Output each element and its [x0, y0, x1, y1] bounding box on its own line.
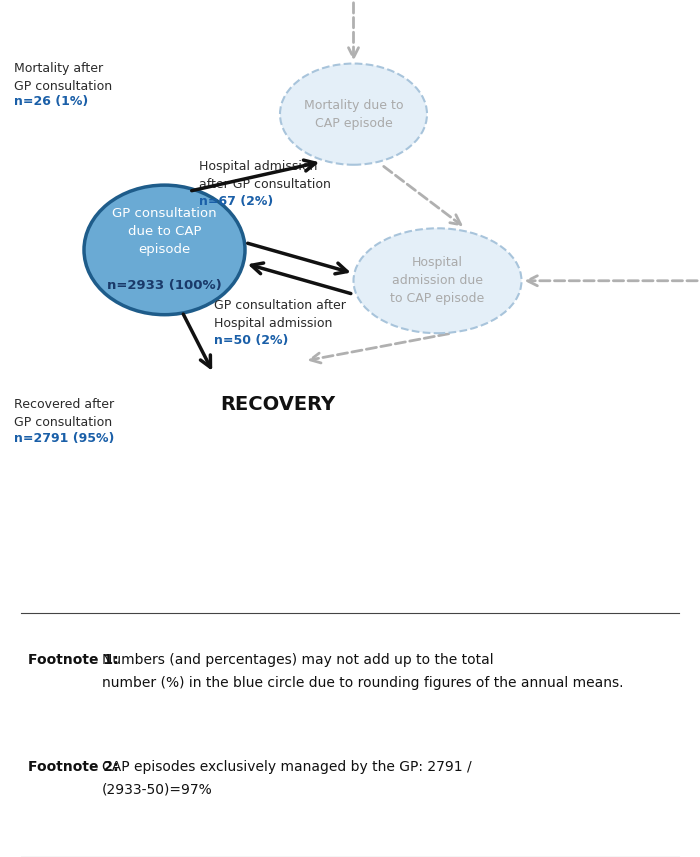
Text: n=67 (2%): n=67 (2%)	[199, 195, 274, 208]
Text: n=2791 (95%): n=2791 (95%)	[14, 432, 114, 445]
Ellipse shape	[280, 63, 427, 165]
Text: RECOVERY: RECOVERY	[220, 395, 335, 414]
Text: GP consultation after
Hospital admission: GP consultation after Hospital admission	[214, 299, 345, 330]
Ellipse shape	[354, 228, 522, 333]
Text: Hospital admission
after GP consultation: Hospital admission after GP consultation	[199, 160, 331, 191]
Text: n=50 (2%): n=50 (2%)	[214, 334, 288, 347]
Text: Numbers (and percentages) may not add up to the total
number (%) in the blue cir: Numbers (and percentages) may not add up…	[102, 653, 624, 690]
Text: Footnote 1:: Footnote 1:	[28, 653, 118, 668]
Text: Mortality after
GP consultation: Mortality after GP consultation	[14, 62, 112, 93]
Text: Hospital
admission due
to CAP episode: Hospital admission due to CAP episode	[391, 256, 484, 305]
Text: Footnote 2:: Footnote 2:	[28, 760, 118, 774]
Text: GP consultation
due to CAP
episode: GP consultation due to CAP episode	[112, 207, 217, 256]
Text: Recovered after
GP consultation: Recovered after GP consultation	[14, 398, 114, 428]
Text: Mortality due to
CAP episode: Mortality due to CAP episode	[304, 99, 403, 129]
Text: n=26 (1%): n=26 (1%)	[14, 95, 88, 108]
Text: CAP episodes exclusively managed by the GP: 2791 /
(2933-50)=97%: CAP episodes exclusively managed by the …	[102, 760, 472, 797]
Text: n=2933 (100%): n=2933 (100%)	[107, 279, 222, 291]
Ellipse shape	[84, 185, 245, 315]
